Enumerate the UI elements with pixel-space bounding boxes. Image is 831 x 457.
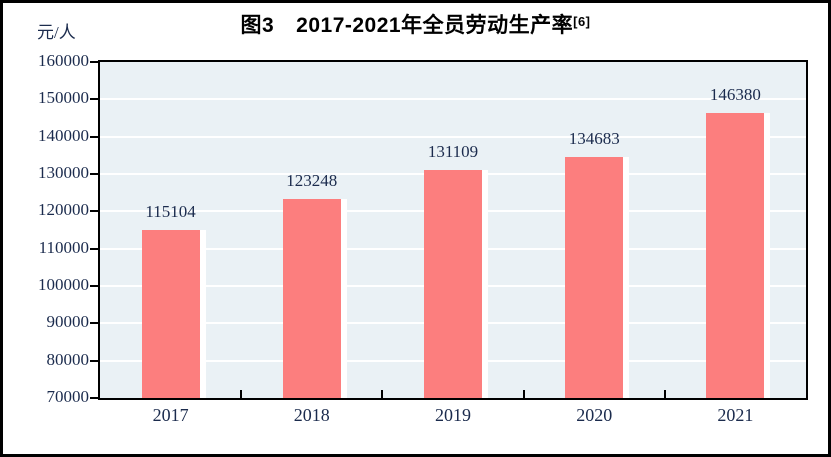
bar-2018 <box>282 199 341 398</box>
y-axis-tick-label: 140000 <box>38 125 89 145</box>
x-axis-category-label: 2017 <box>152 405 189 425</box>
bar-value-label: 134683 <box>568 128 620 148</box>
chart-title-prefix: 图3 <box>240 14 275 37</box>
y-axis-tick <box>90 285 98 287</box>
y-axis-tick <box>90 247 98 250</box>
bar-2020 <box>565 156 624 398</box>
bar-value-label: 123248 <box>286 171 338 191</box>
y-axis-tick <box>90 397 98 399</box>
gridline <box>100 98 806 101</box>
y-axis-tick <box>90 210 98 213</box>
y-axis-unit-label: 元/人 <box>37 23 76 42</box>
y-axis-tick-label: 90000 <box>46 312 90 332</box>
x-axis-tick <box>240 390 243 398</box>
bar-value-label: 115104 <box>145 201 196 221</box>
bar-2021 <box>706 112 765 398</box>
bar-2017 <box>141 229 200 398</box>
y-axis-tick <box>90 61 98 63</box>
bar-value-label: 146380 <box>709 84 761 104</box>
x-axis-tick <box>663 390 666 398</box>
y-axis-tick-label: 70000 <box>46 387 90 406</box>
y-axis-tick-label: 150000 <box>38 88 89 108</box>
x-axis-tick <box>381 390 384 398</box>
y-axis-tick <box>90 322 98 325</box>
y-axis-tick-label: 100000 <box>38 275 89 294</box>
y-axis-tick-label: 130000 <box>38 163 89 182</box>
y-axis-tick <box>90 98 98 101</box>
chart-title-main: 2017-2021年全员劳动生产率 <box>296 14 574 37</box>
x-axis-category-label: 2019 <box>435 405 471 425</box>
gridline <box>100 135 806 138</box>
y-axis-tick-label: 110000 <box>38 237 89 257</box>
x-axis-category-label: 2018 <box>293 405 330 425</box>
chart-title: 图3 2017-2021年全员劳动生产率[6] <box>3 9 828 39</box>
y-axis-tick-label: 80000 <box>46 349 90 369</box>
y-axis-tick-label: 160000 <box>38 51 89 70</box>
y-axis-tick <box>90 359 98 362</box>
bar-value-label: 131109 <box>427 141 479 161</box>
x-axis-category-label: 2020 <box>576 405 613 425</box>
plot-area: 115104 123248 131109 134683 146380 <box>98 60 808 400</box>
chart-title-superscript: [6] <box>573 14 591 29</box>
x-axis-category-label: 2021 <box>717 405 754 425</box>
x-axis-tick <box>522 390 525 398</box>
y-axis-tick-label: 120000 <box>38 200 89 220</box>
bar-2019 <box>424 169 482 398</box>
y-axis-tick <box>90 173 98 175</box>
y-axis-tick <box>90 135 98 138</box>
x-axis-labels: 2017 2018 2019 2020 2021 <box>98 405 808 429</box>
